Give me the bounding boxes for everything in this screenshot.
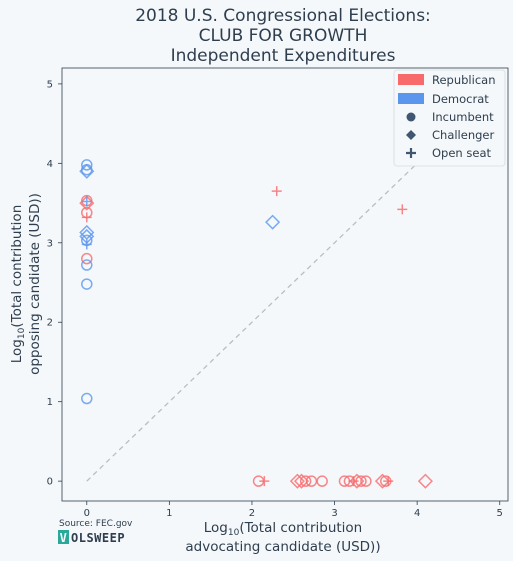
legend-open-seat-label: Open seat	[432, 146, 491, 160]
brand-badge-letter: V	[60, 531, 68, 545]
data-point-11	[81, 239, 92, 250]
data-point-8	[79, 224, 95, 241]
x-tick-label-1: 1	[166, 508, 172, 519]
data-point-25	[316, 475, 328, 487]
brand-wordmark: OLSWEEP	[71, 531, 125, 545]
legend-open-seat-marker	[406, 148, 416, 158]
data-point-34	[383, 476, 394, 487]
data-point-23	[299, 475, 312, 487]
x-axis-label-subscript: 10	[228, 528, 240, 538]
plot-area	[61, 67, 509, 502]
data-point-20	[259, 476, 270, 487]
x-tick-label-3: 3	[331, 508, 337, 519]
data-point-18	[397, 204, 408, 215]
legend-republican-label: Republican	[432, 73, 496, 87]
x-axis-label-log: Log	[204, 520, 228, 536]
x-axis-label-rest: (Total contribution	[239, 520, 362, 536]
source-note: Source: FEC.gov	[59, 519, 133, 529]
y-tick-label-4: 4	[47, 159, 53, 170]
data-point-16	[265, 214, 281, 230]
legend-democrat-swatch	[398, 93, 424, 104]
legend-republican-swatch	[398, 74, 424, 85]
data-point-7	[81, 212, 92, 223]
chart-title-line-2: CLUB FOR GROWTH	[199, 26, 368, 46]
chart-title-line-1: 2018 U.S. Congressional Elections:	[135, 6, 431, 26]
data-point-15	[81, 392, 93, 405]
y-tick-label-2: 2	[47, 318, 53, 329]
data-point-17	[271, 186, 282, 197]
data-point-12	[81, 252, 93, 265]
y-tick-label-1: 1	[47, 397, 53, 408]
legend-challenger-label: Challenger	[432, 128, 494, 142]
data-point-14	[81, 278, 93, 290]
legend-incumbent-marker	[406, 112, 416, 122]
data-point-35	[417, 473, 433, 489]
y-axis-label-rest: (Total contribution	[9, 205, 25, 328]
x-tick-label-2: 2	[249, 508, 255, 519]
data-point-31	[360, 475, 372, 487]
y-axis-label-line-1: Log10(Total contribution	[9, 205, 27, 363]
legend: Republican Democrat Incumbent Challenger…	[393, 69, 506, 167]
brand-badge	[58, 530, 69, 544]
y-axis-label-log: Log	[9, 339, 25, 363]
data-point-2	[79, 163, 95, 179]
chart-title-line-3: Independent Expenditures	[171, 46, 396, 66]
data-point-32	[374, 473, 391, 489]
axis-ticks: 0 1 2 3 4 5 0 1 2 3 4 5	[47, 79, 503, 519]
data-point-30	[355, 475, 367, 487]
y-axis-label-line-2: opposing candidate (USD))	[27, 193, 43, 375]
y-axis-label-subscript: 10	[17, 327, 27, 339]
data-point-0	[81, 159, 93, 171]
data-point-22	[293, 473, 310, 489]
x-axis-label-line-2: advocating candidate (USD))	[185, 539, 380, 555]
legend-challenger-marker	[406, 130, 416, 140]
y-tick-label-5: 5	[47, 79, 53, 90]
x-tick-label-5: 5	[497, 508, 503, 519]
y-tick-label-3: 3	[47, 238, 53, 249]
data-point-21	[289, 473, 305, 489]
legend-incumbent-label: Incumbent	[432, 110, 494, 124]
legend-democrat-label: Democrat	[432, 92, 489, 106]
data-point-13	[81, 259, 93, 271]
y-tick-label-0: 0	[47, 477, 53, 488]
data-points	[79, 159, 433, 489]
x-tick-label-4: 4	[414, 508, 420, 519]
data-point-5	[81, 196, 92, 207]
x-axis-label-line-1: Log10(Total contribution	[204, 520, 362, 538]
x-tick-label-0: 0	[84, 508, 90, 519]
